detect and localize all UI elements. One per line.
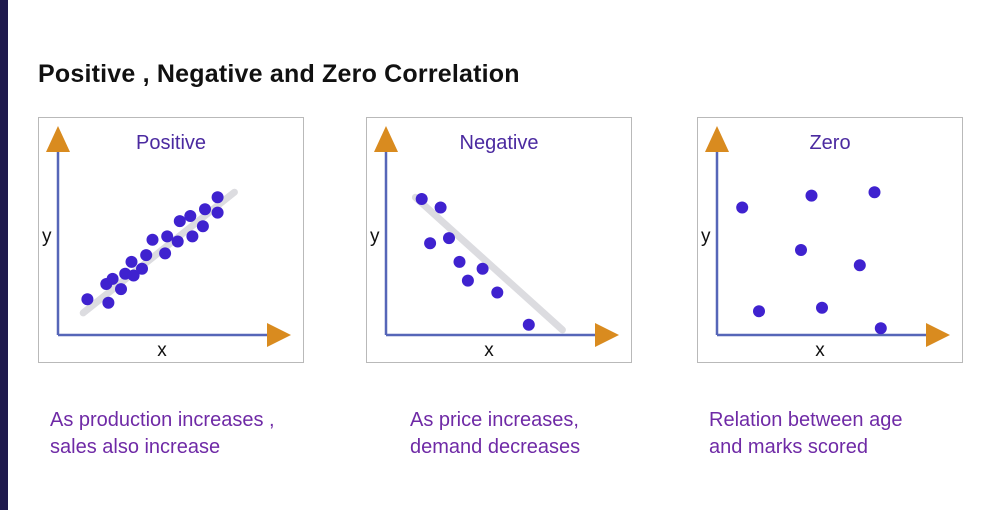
- data-point: [476, 262, 489, 275]
- zero-caption: Relation between age and marks scored: [709, 407, 1000, 461]
- data-point: [853, 259, 866, 272]
- data-point: [491, 286, 504, 299]
- caption-line: As production increases ,: [50, 409, 275, 431]
- data-point: [127, 269, 140, 282]
- trend-line: [79, 188, 238, 317]
- caption-line: demand decreases: [410, 436, 581, 458]
- chart-title: Negative: [459, 132, 539, 154]
- data-point: [805, 189, 818, 202]
- data-point: [196, 220, 209, 233]
- data-point: [415, 193, 428, 205]
- data-point: [211, 191, 224, 204]
- trend-line: [411, 193, 566, 334]
- negative-caption: As price increases, demand decreases: [410, 407, 710, 461]
- data-point: [753, 305, 765, 318]
- data-point: [736, 201, 749, 214]
- y-axis-arrow-icon: [705, 126, 729, 152]
- caption-line: As price increases,: [410, 409, 579, 431]
- data-point: [81, 293, 94, 306]
- data-point: [102, 296, 115, 309]
- data-point: [874, 322, 887, 335]
- caption-line: Relation between age: [709, 409, 903, 431]
- data-point: [146, 233, 159, 246]
- x-axis-label: x: [157, 340, 167, 361]
- data-point: [106, 272, 119, 285]
- data-point: [461, 274, 474, 287]
- data-point: [115, 283, 127, 296]
- chart-title: Zero: [809, 132, 851, 154]
- data-point: [199, 203, 211, 216]
- x-axis-arrow-icon: [595, 323, 619, 347]
- data-point: [173, 215, 186, 228]
- data-point: [159, 247, 172, 260]
- scatter-plot: [705, 126, 950, 347]
- page-title: Positive , Negative and Zero Correlation: [38, 60, 520, 88]
- data-point: [453, 255, 466, 268]
- negative-chart-panel: Negative y x: [366, 117, 632, 363]
- x-axis-label: x: [815, 340, 825, 361]
- data-point: [140, 249, 153, 262]
- y-axis-arrow-icon: [374, 126, 398, 152]
- data-point: [136, 262, 148, 275]
- data-point: [424, 237, 437, 250]
- scatter-plot: [46, 126, 291, 347]
- data-point: [171, 235, 184, 248]
- zero-chart-panel: Zero y x: [697, 117, 963, 363]
- data-point: [868, 186, 881, 199]
- data-point: [522, 318, 535, 331]
- data-point: [816, 301, 828, 314]
- data-point: [443, 232, 455, 245]
- caption-line: sales also increase: [50, 436, 221, 458]
- data-point: [795, 244, 807, 256]
- y-axis-label: y: [42, 226, 52, 247]
- x-axis-arrow-icon: [926, 323, 950, 347]
- y-axis-label: y: [370, 226, 380, 247]
- caption-line: and marks scored: [709, 436, 868, 458]
- scatter-plot: [374, 126, 619, 347]
- data-point: [161, 230, 174, 243]
- chart-title: Positive: [135, 132, 207, 154]
- data-point: [211, 206, 224, 219]
- x-axis-arrow-icon: [267, 323, 291, 347]
- data-point: [125, 255, 138, 268]
- data-point: [434, 201, 447, 214]
- x-axis-label: x: [484, 340, 494, 361]
- data-point: [184, 210, 197, 222]
- data-point: [186, 230, 199, 243]
- y-axis-label: y: [701, 226, 711, 247]
- positive-caption: As production increases , sales also inc…: [50, 407, 350, 461]
- positive-chart-panel: Positive y x: [38, 117, 304, 363]
- y-axis-arrow-icon: [46, 126, 70, 152]
- left-accent-bar: [0, 0, 8, 510]
